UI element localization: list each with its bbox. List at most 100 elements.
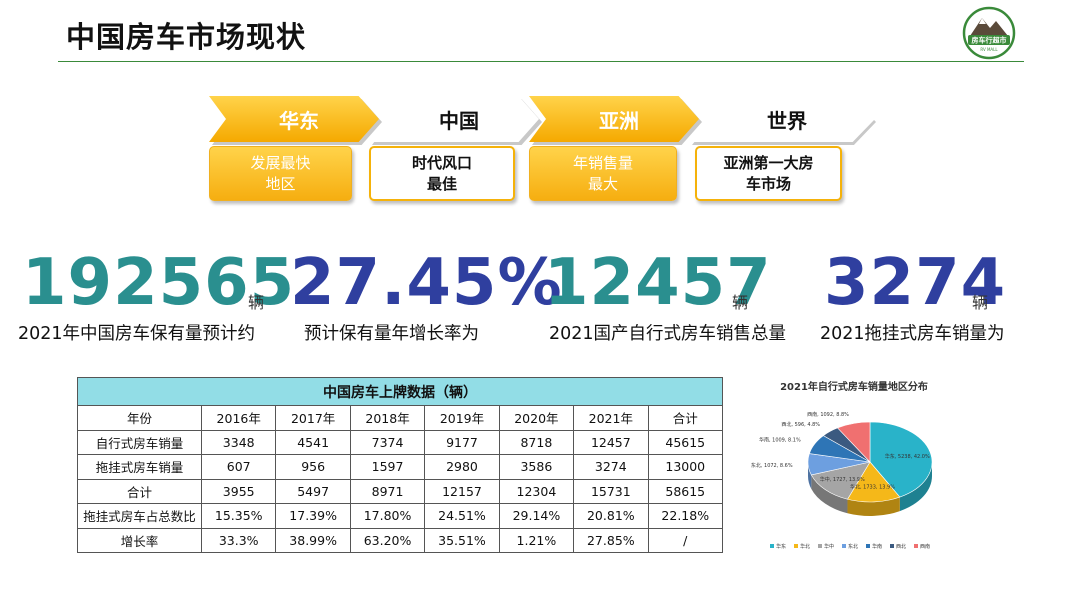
chevron-asia: 亚洲: [529, 96, 699, 142]
desc-box-east-china: 发展最快 地区: [209, 146, 352, 201]
table-cell: 13000: [647, 454, 724, 480]
table-row: 拖挂式房车销量 607 956 1597 2980 3586 3274 13000: [77, 454, 724, 480]
chevron-east-china: 华东: [209, 96, 379, 142]
registration-table: 中国房车上牌数据（辆） 年份 2016年 2017年 2018年 2019年 2…: [77, 377, 724, 553]
table-cell: 15.35%: [200, 503, 277, 529]
table-header: 2019年: [424, 405, 500, 431]
table-row: 拖挂式房车占总数比 15.35% 17.39% 17.80% 24.51% 29.14% 2…: [77, 503, 724, 529]
legend-entry: 华南: [872, 543, 882, 550]
desc-box-world: 亚洲第一大房 车市场: [695, 146, 842, 201]
pie-slice: [837, 421, 871, 463]
table-cell: /: [647, 527, 724, 553]
table-cell: 22.18%: [647, 503, 724, 529]
table-cell: 63.20%: [349, 527, 426, 553]
table-cell: 17.39%: [275, 503, 351, 529]
legend-entry: 西北: [896, 543, 906, 550]
pie-slice: [869, 421, 933, 498]
legend-swatch: [842, 544, 846, 548]
legend-entry: 华中: [824, 543, 834, 550]
brand-logo: 房车行超市 RV MALL: [962, 6, 1016, 60]
table-cell: 12457: [573, 429, 649, 455]
table-cell: 607: [200, 454, 277, 480]
table-row-label: 合计: [77, 478, 202, 504]
stat-self-propelled-label: 2021国产自行式房车销售总量: [549, 324, 787, 344]
legend-swatch: [866, 544, 870, 548]
table-cell: 12304: [498, 478, 575, 504]
stat-trailer-unit: 辆: [972, 293, 989, 312]
stat-growth-value: 27.45%: [290, 246, 563, 320]
stat-ownership-label: 2021年中国房车保有量预计约: [18, 324, 256, 344]
pie-data-label: 西北, 596, 4.8%: [781, 421, 820, 428]
pie-data-label: 华南, 1009, 8.1%: [759, 437, 801, 444]
chevron-world: 世界: [689, 96, 875, 142]
pie-data-label: 西南, 1092, 8.8%: [807, 411, 849, 418]
table-row-label: 拖挂式房车销量: [77, 454, 202, 480]
table-cell: 8971: [349, 478, 426, 504]
chart-title: 2021年自行式房车销量地区分布: [780, 382, 928, 393]
table-cell: 1.21%: [498, 527, 575, 553]
table-cell: 956: [275, 454, 351, 480]
table-header: 2020年: [498, 405, 575, 431]
stat-self-propelled-value: 12457: [544, 246, 772, 320]
pie-data-label: 华北, 1733, 13.9%: [850, 484, 895, 491]
pie-data-label: 东北, 1072, 8.6%: [751, 462, 793, 469]
table-cell: 2980: [424, 454, 500, 480]
table-cell: 24.51%: [424, 503, 500, 529]
desc-box-asia: 年销售量 最大: [529, 146, 677, 201]
table-cell: 38.99%: [275, 527, 351, 553]
pie-data-label: 华中, 1727, 13.9%: [820, 476, 865, 483]
table-cell: 15731: [573, 478, 649, 504]
pie-slice-side: [899, 462, 932, 512]
legend-entry: 华北: [800, 543, 810, 550]
table-cell: 3955: [200, 478, 277, 504]
table-cell: 29.14%: [498, 503, 575, 529]
table-cell: 8718: [498, 429, 575, 455]
chevron-china: 中国: [369, 96, 539, 142]
page-title: 中国房车市场现状: [66, 20, 307, 54]
table-row-label: 拖挂式房车占总数比: [77, 503, 202, 529]
table-header: 年份: [77, 405, 202, 431]
table-cell: 7374: [349, 429, 426, 455]
table-header: 2018年: [349, 405, 426, 431]
table-cell: 20.81%: [573, 503, 649, 529]
header-divider: [58, 61, 1024, 62]
legend-entry: 华东: [776, 543, 786, 550]
stat-ownership-unit: 辆: [248, 293, 265, 312]
stat-trailer-label: 2021拖挂式房车销量为: [820, 324, 1005, 344]
table-cell: 5497: [275, 478, 351, 504]
table-cell: 1597: [349, 454, 426, 480]
table-title: 中国房车上牌数据（辆）: [77, 377, 723, 406]
table-cell: 4541: [275, 429, 351, 455]
table-cell: 3348: [200, 429, 277, 455]
table-cell: 58615: [647, 478, 724, 504]
legend-swatch: [890, 544, 894, 548]
table-row-label: 自行式房车销量: [77, 429, 202, 455]
table-cell: 27.85%: [573, 527, 649, 553]
legend-swatch: [770, 544, 774, 548]
table-row: 增长率 33.3% 38.99% 63.20% 35.51% 1.21% 27.85% /: [77, 527, 724, 553]
table-cell: 12157: [424, 478, 500, 504]
table-cell: 9177: [424, 429, 500, 455]
desc-box-china: 时代风口 最佳: [369, 146, 515, 201]
table-cell: 17.80%: [349, 503, 426, 529]
legend-entry: 西南: [920, 543, 930, 550]
legend-swatch: [818, 544, 822, 548]
legend-swatch: [914, 544, 918, 548]
table-cell: 33.3%: [200, 527, 277, 553]
table-header: 合计: [647, 405, 724, 431]
table-cell: 45615: [647, 429, 724, 455]
legend-entry: 东北: [848, 543, 858, 550]
table-row-label: 增长率: [77, 527, 202, 553]
pie-slice: [810, 461, 871, 500]
stat-growth-label: 预计保有量年增长率为: [304, 324, 479, 344]
logo-text: 房车行超市: [972, 36, 1007, 45]
table-header: 2021年: [573, 405, 649, 431]
table-header-row: 年份 2016年 2017年 2018年 2019年 2020年 2021年 合…: [77, 405, 724, 431]
table-cell: 3274: [573, 454, 649, 480]
logo-subtext: RV MALL: [980, 47, 998, 52]
table-row: 自行式房车销量 3348 4541 7374 9177 8718 12457 45615: [77, 429, 724, 455]
stat-self-propelled-unit: 辆: [732, 293, 749, 312]
pie-slice-side: [811, 474, 848, 514]
stat-ownership-value: 192565: [22, 246, 296, 320]
table-header: 2017年: [275, 405, 351, 431]
